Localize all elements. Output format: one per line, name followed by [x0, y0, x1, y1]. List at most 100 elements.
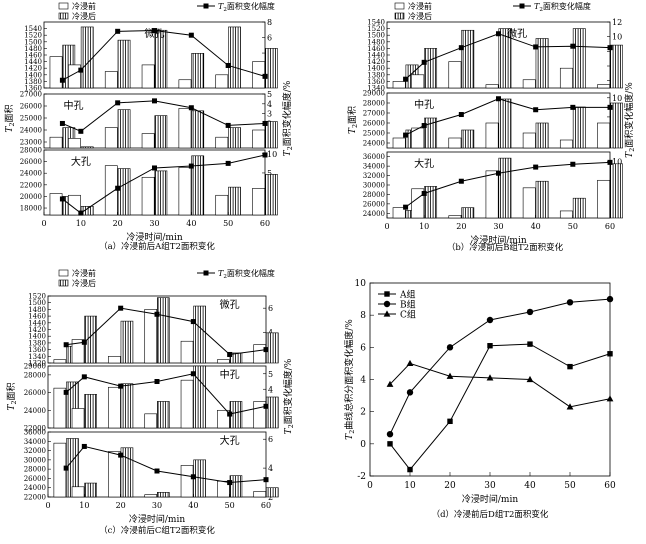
text-part: T [218, 269, 224, 278]
bar-before [392, 137, 406, 149]
bar-before [144, 309, 158, 364]
y-tick-label: 1460 [28, 313, 46, 321]
amplitude-point [115, 185, 121, 191]
subplot-0: 1340136013801400142014401460148015001520… [367, 18, 623, 93]
amplitude-point [225, 122, 231, 128]
bar-after [157, 492, 170, 498]
amplitude-point [533, 107, 539, 113]
subplot-label: 微孔 [145, 27, 165, 40]
bar-before [411, 74, 425, 89]
marker-square [487, 343, 493, 349]
series-1 [386, 295, 614, 438]
amplitude-point [188, 163, 194, 169]
y-tick-label: 26000 [363, 120, 385, 128]
bar-before [392, 207, 406, 219]
bar-after [609, 44, 623, 89]
x-tick-label: 10 [76, 219, 86, 228]
y-tick-label: 1540 [367, 19, 385, 27]
text-part: T [284, 427, 294, 434]
text-part: 曲线总积分面积变化幅度/% [343, 319, 355, 430]
bar-after [264, 174, 278, 216]
amplitude-point [152, 98, 157, 104]
legend-label: B组 [400, 299, 416, 311]
subplot-0: 1360138014001420144014601480150015201540… [24, 18, 278, 93]
bar-before [253, 344, 267, 364]
bar-before [252, 129, 265, 149]
marker-circle [526, 308, 534, 316]
y-tick-label: 1540 [24, 25, 42, 33]
y-tick-label: 1400 [24, 71, 42, 79]
y2-axis-label: T2面积变化幅度/% [282, 358, 295, 434]
x-tick-label: 0 [367, 481, 373, 491]
bar-before [178, 79, 192, 89]
y-tick-label: 1360 [24, 85, 42, 93]
x-tick-label: 50 [223, 219, 233, 228]
subplot-label: 大孔 [220, 434, 240, 447]
y2-tick-label: 6 [268, 435, 273, 444]
text-part: 面积变化幅度 [543, 1, 591, 11]
y-tick-label: 1440 [367, 52, 385, 60]
y2-axis-label: T2面积变化幅度/% [281, 80, 294, 156]
y-tick-label: -2 [357, 472, 366, 482]
text-subscript: 2 [223, 274, 227, 280]
y2-tick-label: 5 [268, 370, 273, 379]
bar-after [264, 48, 278, 89]
bar-before [141, 64, 155, 89]
bar-after [265, 396, 279, 429]
y-tick-label: 26000 [24, 475, 46, 483]
amplitude-point [115, 28, 121, 34]
bar-before [68, 138, 81, 149]
x-tick-label: 60 [260, 219, 270, 228]
bar-after [191, 53, 205, 89]
legend-label-after: 冷浸后 [72, 278, 96, 288]
bar-before [53, 359, 67, 364]
bar-before [108, 451, 121, 498]
bar-after [80, 26, 94, 89]
bar-before [108, 386, 121, 429]
amplitude-point [118, 452, 124, 458]
amplitude-point [607, 104, 613, 110]
y-axis-label: T2面积 [346, 106, 359, 134]
bar-after [535, 38, 549, 89]
y2-tick-label: 8 [267, 18, 272, 27]
bar-before [597, 122, 610, 149]
x-tick-label: 10 [79, 501, 89, 510]
text-subscript: 2 [9, 122, 16, 126]
bar-after [84, 394, 97, 429]
bar-before [217, 359, 230, 364]
x-tick-label: 50 [225, 501, 235, 510]
y-tick-label: 32000 [24, 447, 46, 455]
y-tick-label: 25000 [20, 115, 42, 123]
text-part: T [348, 127, 358, 134]
y2-tick-label: 6 [267, 34, 272, 43]
y-tick-label: 1480 [367, 38, 385, 46]
y-tick-label: 10 [355, 279, 367, 289]
chart-0: 冷浸前冷浸后T2面积变化幅度13601380140014201440146014… [3, 1, 294, 252]
amplitude-point [190, 319, 196, 325]
x-tick-label: 0 [384, 222, 389, 231]
text-subscript: 2 [629, 148, 636, 152]
amplitude-point [263, 347, 269, 353]
x-tick-label: 30 [493, 222, 503, 231]
bar-after [191, 155, 205, 216]
y-tick-label: 1420 [367, 58, 385, 66]
text-part: 面积 [346, 106, 358, 124]
amplitude-point [421, 190, 427, 196]
amplitude-point [63, 389, 69, 395]
text-subscript: 2 [11, 400, 18, 404]
x-tick-label: 20 [113, 219, 123, 228]
bar-after [228, 26, 241, 89]
marker-triangle [606, 395, 614, 402]
legend-marker-amplitude [203, 270, 209, 276]
x-tick-label: 50 [568, 222, 578, 231]
bar-after [498, 98, 512, 149]
y-tick-label: 24000 [20, 170, 42, 178]
legend-label-before: 冷浸前 [408, 1, 432, 11]
bar-after [424, 48, 438, 89]
bar-after [535, 180, 549, 219]
bar-before [71, 486, 85, 498]
y-axis-label: T2曲线总积分面积变化幅度/% [343, 319, 356, 440]
x-tick-label: 60 [605, 222, 615, 231]
y-tick-label: 1420 [28, 326, 46, 334]
